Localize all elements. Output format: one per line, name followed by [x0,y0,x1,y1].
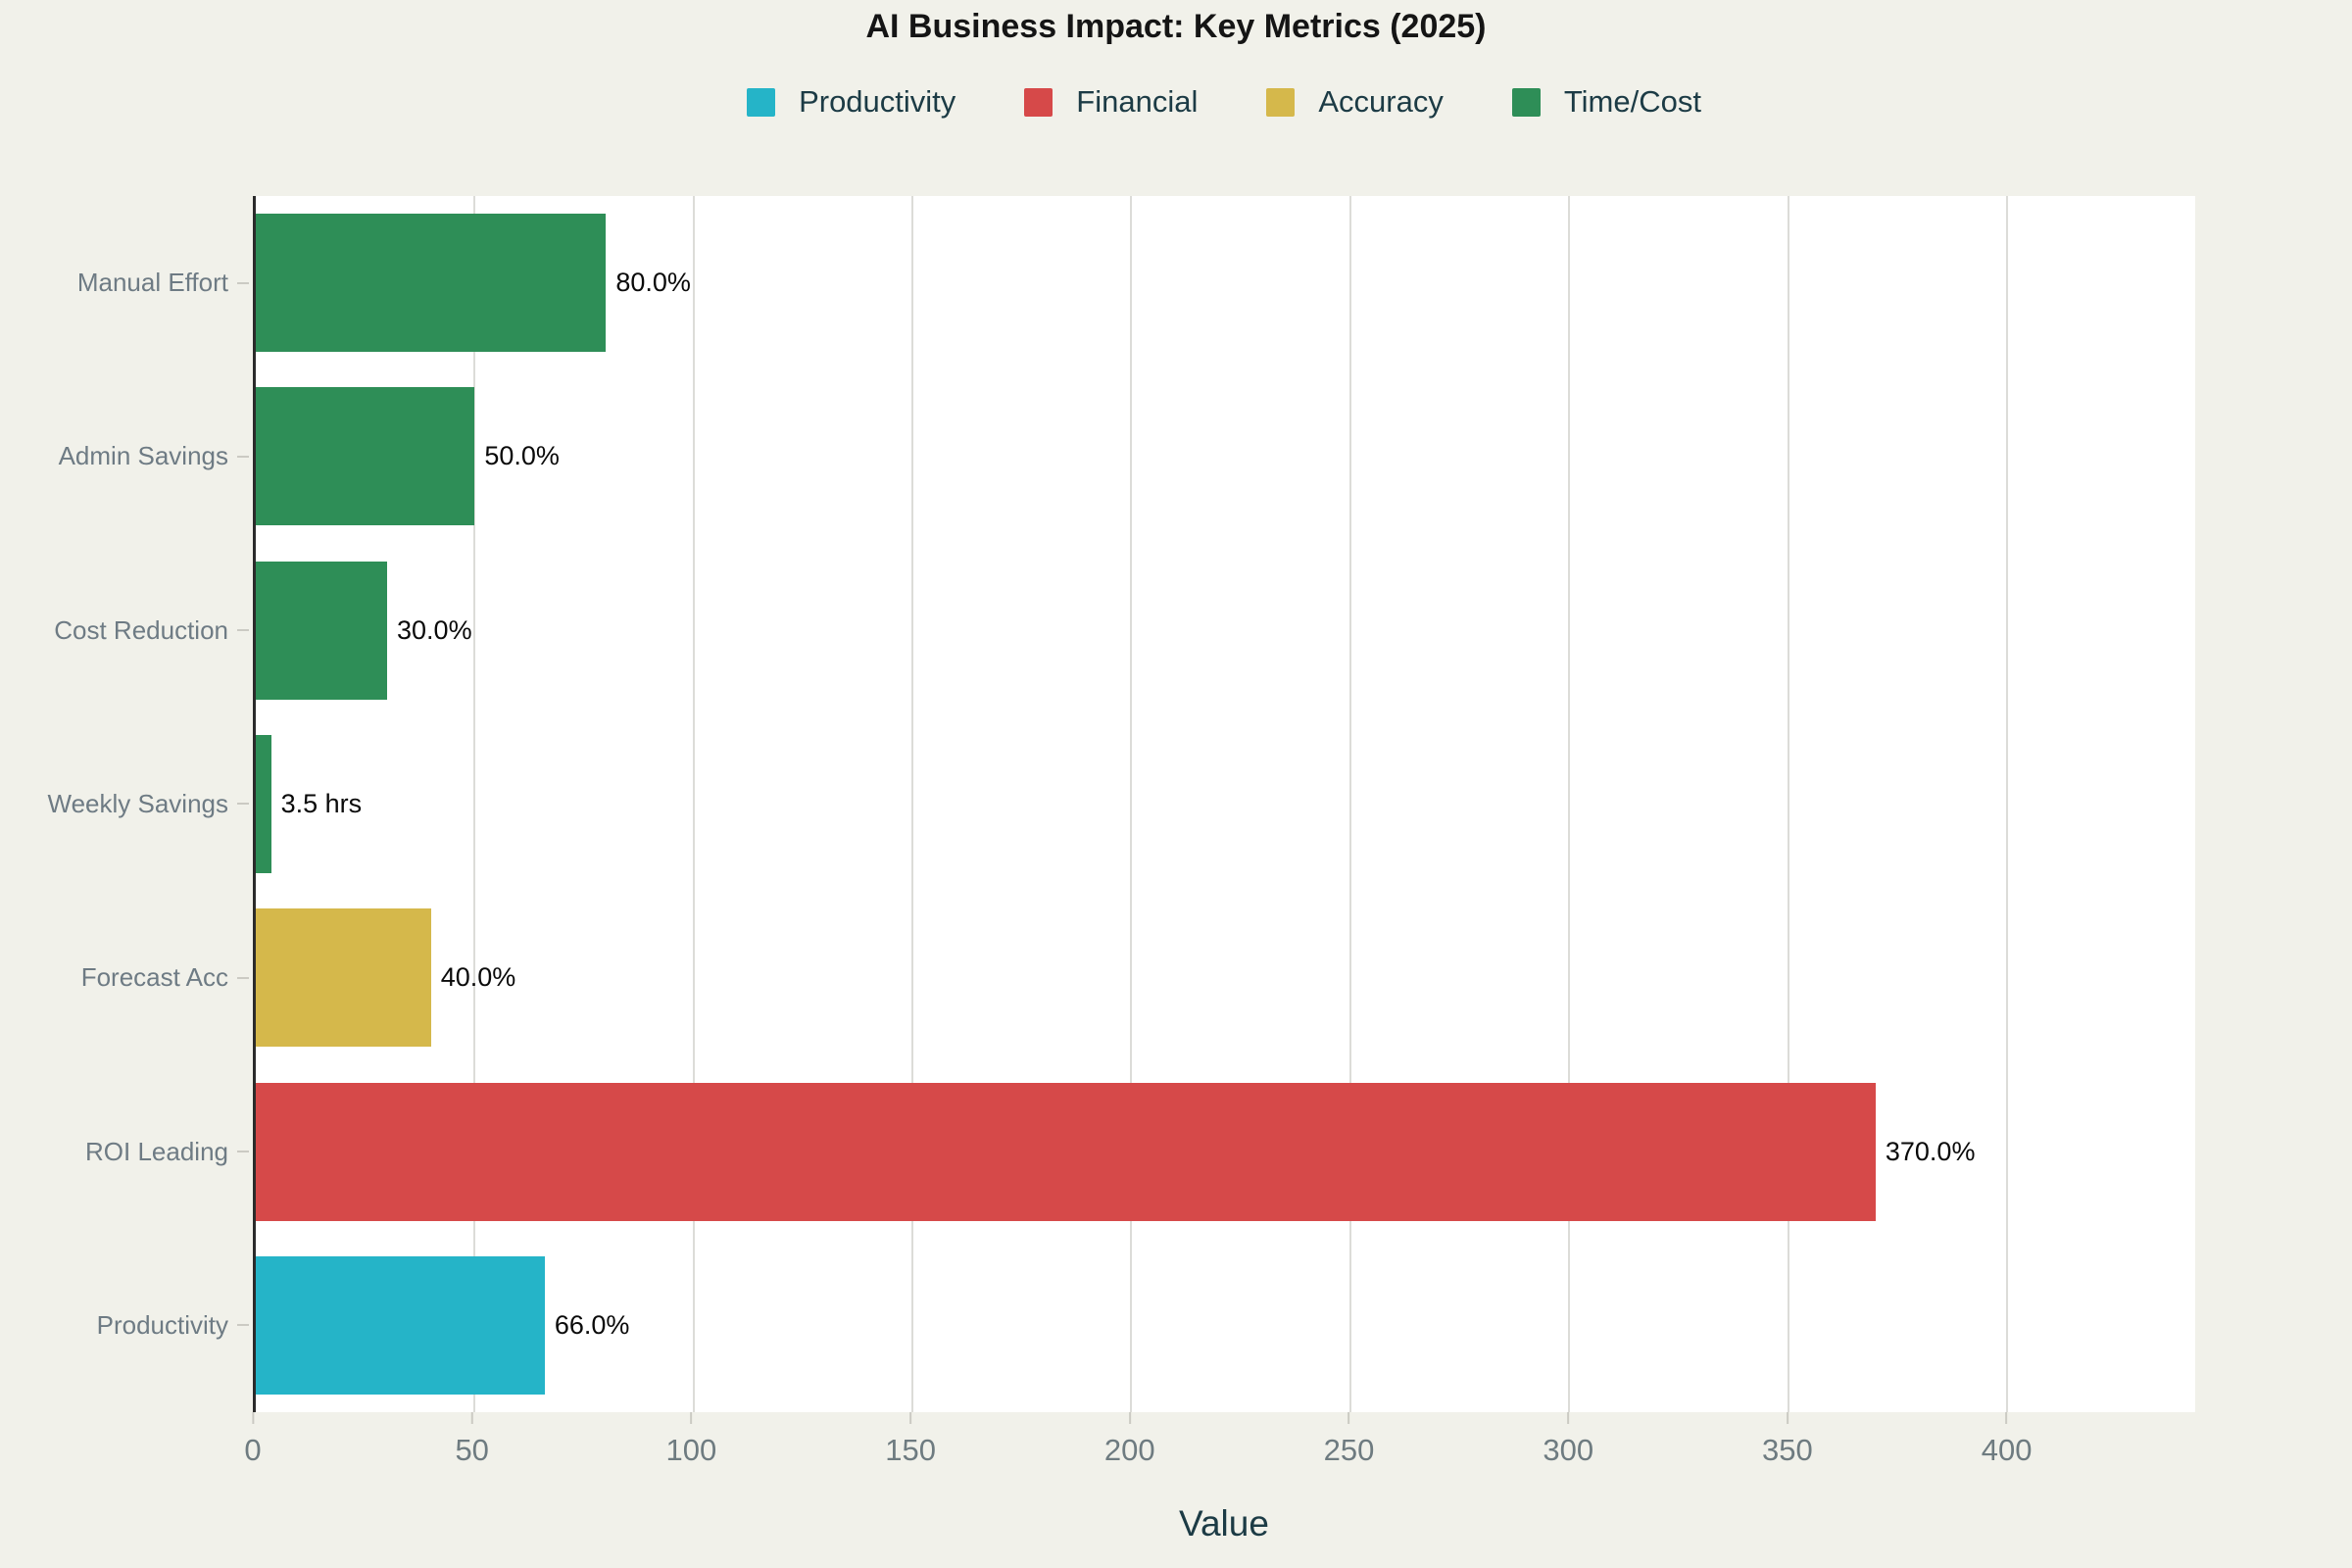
x-tick-label: 250 [1323,1433,1375,1467]
y-tick-mark [237,629,249,632]
bar-value-label: 3.5 hrs [280,788,363,818]
bar-row: 80.0% [256,196,2195,369]
bar-value-label: 40.0% [440,962,516,993]
financial-swatch [1024,87,1054,117]
bar-value-label: 66.0% [554,1309,630,1340]
x-tick-mark [1348,1412,1350,1424]
category-label: ROI Leading [85,1136,228,1166]
x-tick-mark [1128,1412,1131,1424]
x-tick-mark [690,1412,693,1424]
time-cost-swatch [1511,87,1541,117]
x-tick-label: 0 [244,1433,262,1467]
y-tick-mark [237,281,249,284]
productivity-swatch [747,87,776,117]
bar-value-label: 80.0% [615,268,691,298]
x-tick-label: 50 [455,1433,489,1467]
category-row: Productivity [0,1239,253,1412]
x-tick: 400 [1981,1412,2033,1468]
y-tick-mark [237,1324,249,1327]
x-tick: 250 [1323,1412,1375,1468]
gridline [473,196,476,1412]
bar-forecast-acc [256,908,431,1048]
bar-cost-reduction [256,561,388,700]
plot-area: 80.0% 50.0% 30.0% 3.5 hrs 40.0% 370.0% 66.0% [253,196,2195,1412]
category-label: Manual Effort [76,268,228,298]
y-tick-mark [237,803,249,806]
x-tick-mark [470,1412,473,1424]
gridline [2005,196,2008,1412]
y-tick-mark [237,455,249,458]
bar-productivity [256,1255,545,1395]
bar-value-label: 370.0% [1885,1136,1976,1166]
x-tick-label: 200 [1103,1433,1155,1467]
x-axis-ticks: 0 50 100 150 200 250 300 350 400 [244,1412,2195,1481]
bar-admin-savings [256,387,475,526]
x-tick: 150 [885,1412,936,1468]
x-tick: 50 [455,1412,489,1468]
legend: Productivity Financial Accuracy Time/Cost [253,80,2195,123]
x-tick-label: 400 [1981,1433,2033,1467]
legend-item-label: Productivity [799,84,956,119]
category-row: Admin Savings [0,369,253,543]
x-tick: 350 [1762,1412,1813,1468]
x-tick-mark [909,1412,912,1424]
category-row: Manual Effort [0,196,253,369]
category-label: Cost Reduction [54,614,228,645]
category-label: Admin Savings [58,441,228,471]
bar-value-label: 50.0% [484,441,560,471]
y-axis-category-labels: Manual Effort Admin Savings Cost Reduction… [0,196,253,1412]
x-axis-label: Value [1179,1503,1269,1544]
bar-manual-effort [256,214,607,353]
bar-row: 50.0% [256,369,2195,543]
chart-title: AI Business Impact: Key Metrics (2025) [865,8,1487,45]
x-tick: 100 [665,1412,717,1468]
category-label: Forecast Acc [80,962,228,993]
legend-item-label: Accuracy [1318,84,1444,119]
bar-row: 40.0% [256,891,2195,1064]
category-row: ROI Leading [0,1064,253,1238]
gridline [1568,196,1571,1412]
category-row: Cost Reduction [0,544,253,717]
category-label: Weekly Savings [47,788,229,818]
x-tick: 200 [1104,1412,1155,1468]
legend-item-label: Financial [1076,84,1199,119]
gridline [692,196,695,1412]
gridline [911,196,914,1412]
x-tick-label: 150 [885,1433,936,1467]
bar-row: 30.0% [256,544,2195,717]
legend-item-label: Time/Cost [1563,84,1701,119]
x-tick-label: 350 [1762,1433,1813,1467]
y-tick-mark [237,976,249,979]
legend-item: Time/Cost [1511,84,1701,120]
category-row: Forecast Acc [0,891,253,1064]
bar-row: 66.0% [256,1239,2195,1412]
gridline [1787,196,1789,1412]
legend-item: Productivity [747,84,956,120]
gridline [1348,196,1351,1412]
x-tick-label: 300 [1543,1433,1594,1467]
x-tick: 300 [1543,1412,1593,1468]
x-tick-mark [1567,1412,1570,1424]
category-label: Productivity [96,1309,228,1340]
bar-value-label: 30.0% [397,614,472,645]
bar-roi-leading [256,1082,1876,1221]
accuracy-swatch [1266,87,1296,117]
legend-item: Accuracy [1266,84,1444,120]
x-tick-mark [2005,1412,2008,1424]
x-tick: 0 [244,1412,262,1468]
x-tick-label: 100 [665,1433,717,1467]
gridline [1130,196,1133,1412]
category-row: Weekly Savings [0,717,253,891]
bar-weekly-savings [256,734,271,873]
legend-item: Financial [1024,84,1198,120]
x-tick-mark [1786,1412,1788,1424]
y-tick-mark [237,1151,249,1153]
bar-row: 3.5 hrs [256,717,2195,891]
x-tick-mark [252,1412,254,1424]
bar-row: 370.0% [256,1064,2195,1238]
